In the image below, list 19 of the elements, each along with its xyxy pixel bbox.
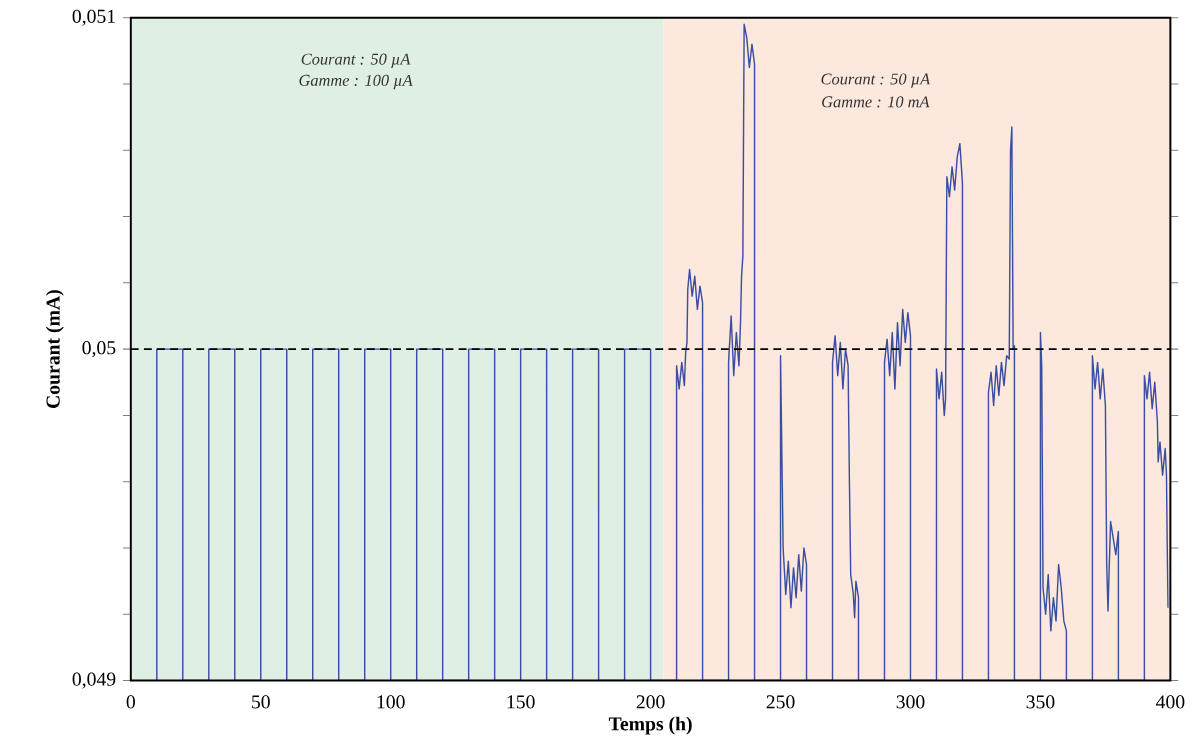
annotation: Courant : 50 µA (821, 73, 931, 88)
x-tick-label: 0 (126, 695, 135, 709)
x-tick-label: 50 (252, 695, 270, 709)
y-tick-label: 0,05 (82, 340, 116, 358)
annotation: Courant : 50 µA (301, 53, 411, 68)
y-tick-label: 0,049 (72, 672, 116, 689)
y-tick-label: 0,051 (72, 9, 115, 26)
annotation: Gamme : 10 mA (822, 96, 930, 108)
x-tick-label: 200 (636, 695, 665, 709)
x-axis-title: Temps (h) (608, 716, 692, 735)
x-tick-label: 100 (377, 695, 405, 709)
x-tick-label: 150 (507, 695, 535, 709)
x-tick-label: 250 (766, 695, 795, 709)
x-tick-label: 350 (1026, 695, 1055, 709)
line-series (156, 23, 1169, 681)
annotation: Gamme : 100 µA (299, 74, 413, 90)
y-axis-title: Courant (mA) (45, 290, 64, 408)
x-tick-label: 400 (1156, 695, 1185, 709)
x-tick-label: 300 (896, 695, 925, 709)
